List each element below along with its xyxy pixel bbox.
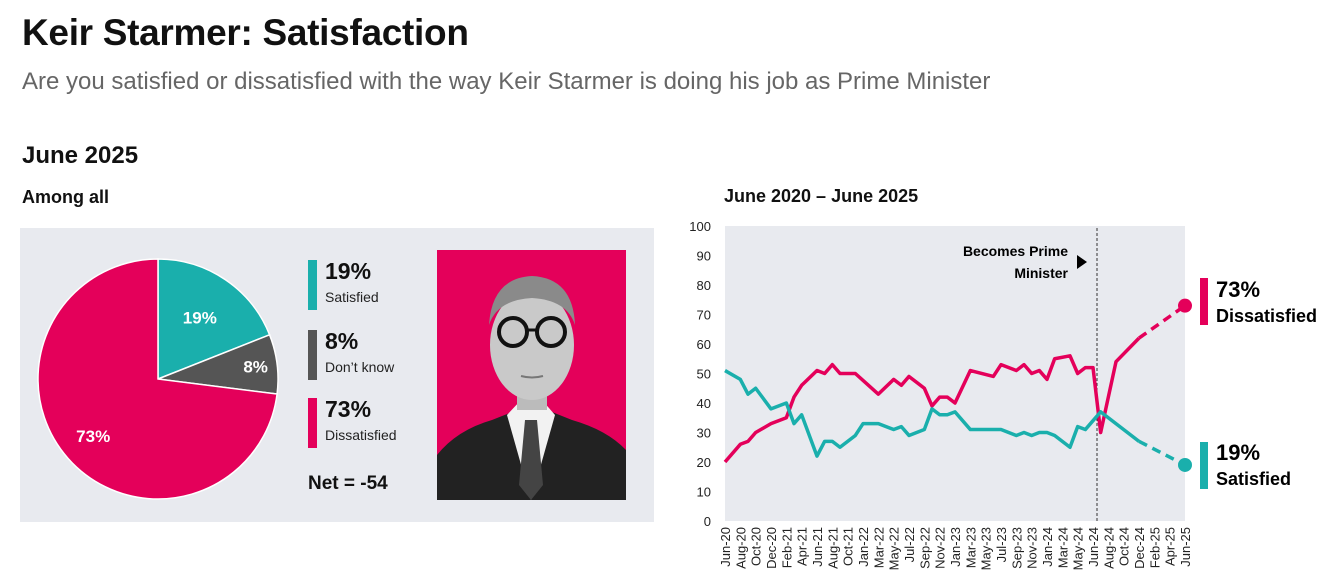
series-projection-satisfied — [1138, 439, 1186, 467]
y-tick-label: 40 — [697, 396, 711, 411]
x-tick-label: Oct-21 — [841, 527, 856, 566]
page-title: Keir Starmer: Satisfaction — [22, 12, 469, 53]
pie-slice-satisfied — [157, 258, 271, 381]
x-tick-label: Mar-23 — [963, 527, 978, 568]
legend-pct: 8% — [325, 328, 359, 354]
x-tick-label: Aug-20 — [733, 527, 748, 569]
x-tick-label: Nov-23 — [1025, 527, 1040, 569]
plot-area — [725, 226, 1185, 521]
legend-swatch — [308, 398, 317, 448]
end-label-dissatisfied: Dissatisfied — [1216, 306, 1317, 326]
period-heading: June 2025 — [22, 142, 139, 169]
line-chart-title: June 2020 – June 2025 — [724, 186, 919, 206]
x-tick-label: Apr-21 — [795, 527, 810, 566]
pie-chart: 19% 8% 73% — [37, 258, 279, 500]
series-projection-dissatisfied — [1137, 304, 1187, 340]
series-endpoint-dissatisfied — [1178, 298, 1192, 313]
pie-slice-dissatisfied — [37, 258, 278, 500]
legend-swatch — [308, 260, 317, 310]
annotation-line2: Minister — [1014, 265, 1068, 281]
x-tick-label: Sep-22 — [917, 527, 932, 569]
legend-label: Dissatisfied — [325, 427, 397, 443]
x-tick-label: Aug-21 — [825, 527, 840, 569]
series-line-satisfied — [724, 369, 1141, 458]
y-tick-label: 80 — [697, 278, 711, 293]
x-tick-label: Jan-22 — [856, 527, 871, 567]
x-tick-label: Sep-23 — [1009, 527, 1024, 569]
x-tick-label: Jun-20 — [718, 527, 733, 567]
end-label-pct-satisfied: 19% — [1216, 440, 1260, 465]
y-tick-label: 70 — [697, 308, 711, 323]
x-tick-label: Apr-25 — [1163, 527, 1178, 566]
x-tick-label: Jan-23 — [948, 527, 963, 567]
pie-data-label: 8% — [243, 358, 268, 377]
y-tick-label: 10 — [697, 485, 711, 500]
x-tick-label: Jul-22 — [902, 527, 917, 562]
x-tick-label: Feb-25 — [1147, 527, 1162, 568]
end-label-bar-satisfied — [1200, 442, 1208, 489]
y-tick-label: 50 — [697, 367, 711, 382]
page-subtitle: Are you satisfied or dissatisfied with t… — [22, 68, 991, 95]
y-tick-label: 60 — [697, 337, 711, 352]
x-tick-label: Jun-21 — [810, 527, 825, 567]
end-label-satisfied: Satisfied — [1216, 469, 1291, 489]
x-tick-label: Dec-24 — [1132, 527, 1147, 569]
x-tick-label: Oct-24 — [1117, 527, 1132, 566]
x-tick-label: May-23 — [979, 527, 994, 570]
pie-panel: 19% 8% 73% 19% Satisfied 8% Don’t know 73%… — [20, 228, 654, 522]
x-tick-label: Nov-22 — [933, 527, 948, 569]
series-line-dissatisfied — [723, 336, 1141, 464]
x-tick-label: Feb-21 — [779, 527, 794, 568]
legend-label: Don’t know — [325, 359, 395, 375]
x-tick-label: Aug-24 — [1101, 527, 1116, 569]
legend-pct: 19% — [325, 258, 372, 284]
series-endpoint-satisfied — [1178, 457, 1192, 472]
x-tick-label: Jan-24 — [1040, 527, 1055, 567]
x-tick-label: Jun-24 — [1086, 527, 1101, 567]
end-label-pct-dissatisfied: 73% — [1216, 277, 1260, 302]
x-tick-label: May-22 — [887, 527, 902, 570]
y-tick-label: 90 — [697, 249, 711, 264]
legend-label: Satisfied — [325, 289, 379, 305]
portrait-photo — [437, 250, 626, 500]
pie-data-label: 19% — [183, 308, 217, 327]
x-tick-label: May-24 — [1071, 527, 1086, 570]
net-score: Net = -54 — [308, 473, 388, 494]
y-tick-label: 100 — [689, 219, 711, 234]
legend-pct: 73% — [325, 396, 372, 422]
x-tick-label: Dec-20 — [764, 527, 779, 569]
group-heading: Among all — [22, 187, 110, 207]
end-label-bar-dissatisfied — [1200, 278, 1208, 325]
y-tick-label: 20 — [697, 455, 711, 470]
pie-data-label: 73% — [76, 427, 110, 446]
x-tick-label: Mar-22 — [871, 527, 886, 568]
x-tick-label: Jun-25 — [1178, 527, 1193, 567]
x-tick-label: Jul-23 — [994, 527, 1009, 562]
x-tick-label: Mar-24 — [1055, 527, 1070, 568]
annotation-arrow-icon — [1077, 255, 1087, 269]
legend-swatch — [308, 330, 317, 380]
annotation-line1: Becomes Prime — [963, 243, 1068, 259]
y-tick-label: 30 — [697, 426, 711, 441]
x-tick-label: Oct-20 — [749, 527, 764, 566]
y-tick-label: 0 — [704, 514, 711, 529]
